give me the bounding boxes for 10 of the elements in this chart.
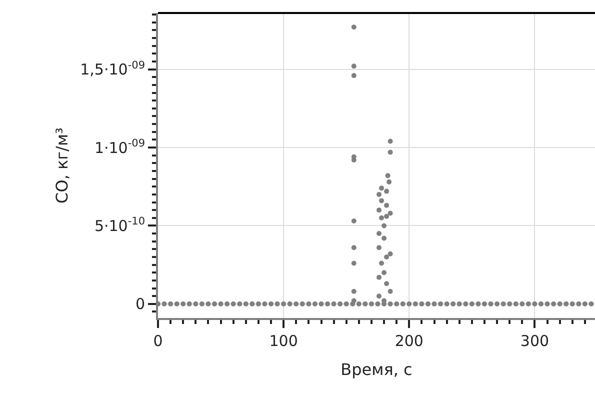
x-tick-label: 0 — [153, 332, 163, 350]
y-tick-label: 1·10$^{-09}$ — [94, 137, 145, 157]
x-tick-label: 200 — [394, 332, 424, 350]
x-tick-label: 100 — [269, 332, 298, 350]
y-tick-label: 0 — [135, 295, 145, 314]
y-axis-title: CO, кг/м³ — [52, 128, 72, 204]
x-tick-label: 300 — [520, 332, 550, 350]
y-tick-label: 5·10$^{-10}$ — [94, 216, 145, 235]
x-axis-title: Время, с — [340, 360, 412, 380]
y-tick-label: 1,5·10$^{-09}$ — [80, 59, 145, 79]
